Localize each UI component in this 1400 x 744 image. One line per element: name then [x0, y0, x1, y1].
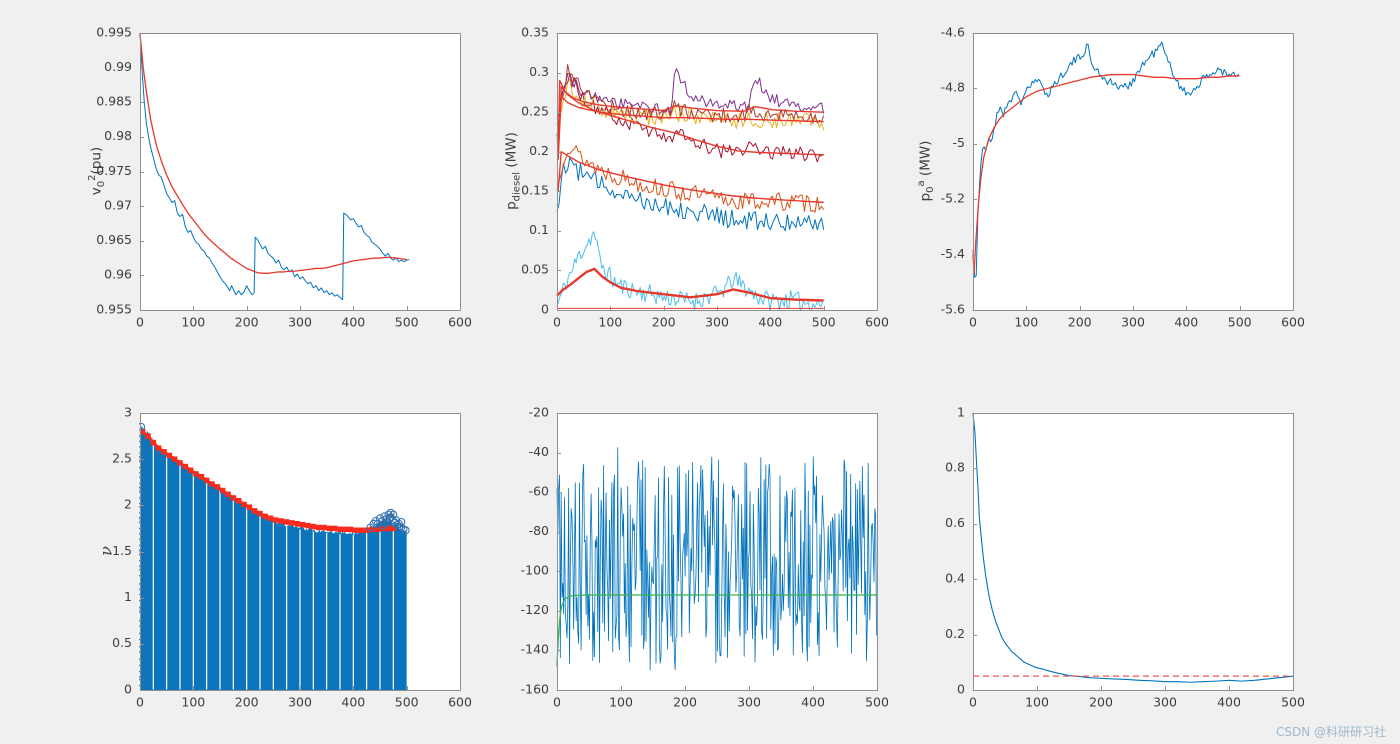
ylabel-v0-squared: v02(pu)	[87, 147, 107, 195]
ylabel-post: (pu)	[88, 146, 105, 175]
ylabel-base: p	[503, 201, 520, 210]
ylabel-post: (MW)	[917, 140, 934, 181]
watermark-text: CSDN @科研研习社	[1275, 725, 1386, 739]
ylabel-sub: 0	[96, 180, 108, 188]
ylabel-nu: ν	[97, 546, 116, 556]
ylabel-sub: 0	[925, 186, 937, 193]
ylabel-post: (MW)	[503, 132, 520, 172]
ylabel-sup: 2	[86, 174, 98, 181]
ylabel-base: v	[88, 187, 105, 196]
ylabel-base: p	[917, 192, 934, 202]
ylabel-sub: diesel	[511, 171, 523, 202]
ylabel-p0-a: p0a (MW)	[916, 141, 936, 202]
ylabel-p-diesel: pdiesel (MW)	[504, 132, 523, 210]
ylabel-sup: a	[915, 180, 927, 187]
ylabel-base: ν	[96, 546, 116, 556]
